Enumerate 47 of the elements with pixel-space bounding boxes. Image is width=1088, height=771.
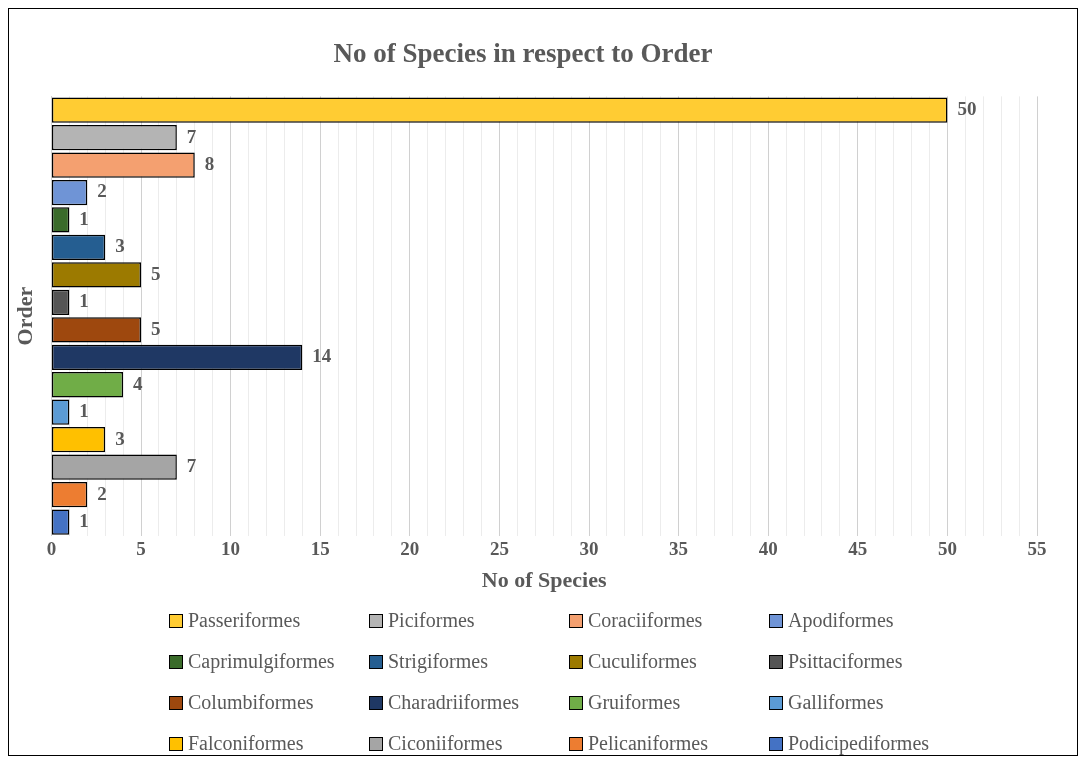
x-tick-label: 55	[1027, 538, 1047, 560]
data-label: 2	[97, 180, 107, 202]
x-tick-label: 10	[221, 538, 241, 560]
legend-label: Caprimulgiformes	[188, 650, 335, 673]
data-label: 5	[151, 317, 161, 339]
legend-label: Charadriiformes	[388, 691, 520, 714]
x-tick-label: 25	[489, 538, 509, 560]
x-tick-label: 30	[579, 538, 599, 560]
x-tick-label: 50	[937, 538, 957, 560]
x-tick-label: 15	[310, 538, 330, 560]
x-tick-label: 0	[46, 538, 57, 560]
data-label: 7	[186, 455, 197, 477]
legend-label: Galliformes	[788, 691, 884, 714]
data-label: 14	[312, 345, 332, 367]
legend-label: Apodiformes	[788, 609, 894, 632]
x-axis-title: No of Species	[481, 567, 607, 593]
legend-label: Psittaciformes	[788, 650, 903, 673]
data-label: 1	[79, 509, 89, 531]
data-label: 4	[133, 372, 144, 394]
legend-label: Falconiformes	[188, 732, 304, 755]
data-label: 7	[186, 125, 197, 147]
legend-label: Columbiformes	[188, 691, 314, 714]
y-axis-title: Order	[11, 286, 37, 346]
chart-title: No of Species in respect to Order	[333, 38, 713, 69]
data-label: 3	[115, 427, 125, 449]
data-label: 1	[79, 207, 89, 229]
data-label: 50	[957, 98, 977, 120]
data-label: 2	[97, 482, 107, 504]
x-tick-label: 40	[758, 538, 778, 560]
x-tick-label: 5	[136, 538, 146, 560]
legend-label: Passeriformes	[188, 609, 301, 632]
legend-label: Pelicaniformes	[588, 732, 708, 755]
legend-label: Cuculiformes	[588, 650, 697, 673]
x-tick-label: 45	[848, 538, 868, 560]
x-tick-label: 35	[669, 538, 689, 560]
data-label: 1	[79, 400, 89, 422]
legend-label: Piciformes	[388, 609, 475, 632]
x-tick-label: 20	[400, 538, 420, 560]
legend-label: Strigiformes	[388, 650, 488, 673]
legend-label: Ciconiiformes	[388, 732, 503, 755]
data-label: 5	[151, 262, 161, 284]
data-label: 8	[204, 152, 215, 174]
data-label: 1	[79, 290, 89, 312]
data-label: 3	[115, 235, 125, 257]
legend-label: Gruiformes	[588, 691, 681, 714]
legend-label: Coraciiformes	[588, 609, 703, 632]
legend-label: Podicipediformes	[788, 732, 930, 755]
